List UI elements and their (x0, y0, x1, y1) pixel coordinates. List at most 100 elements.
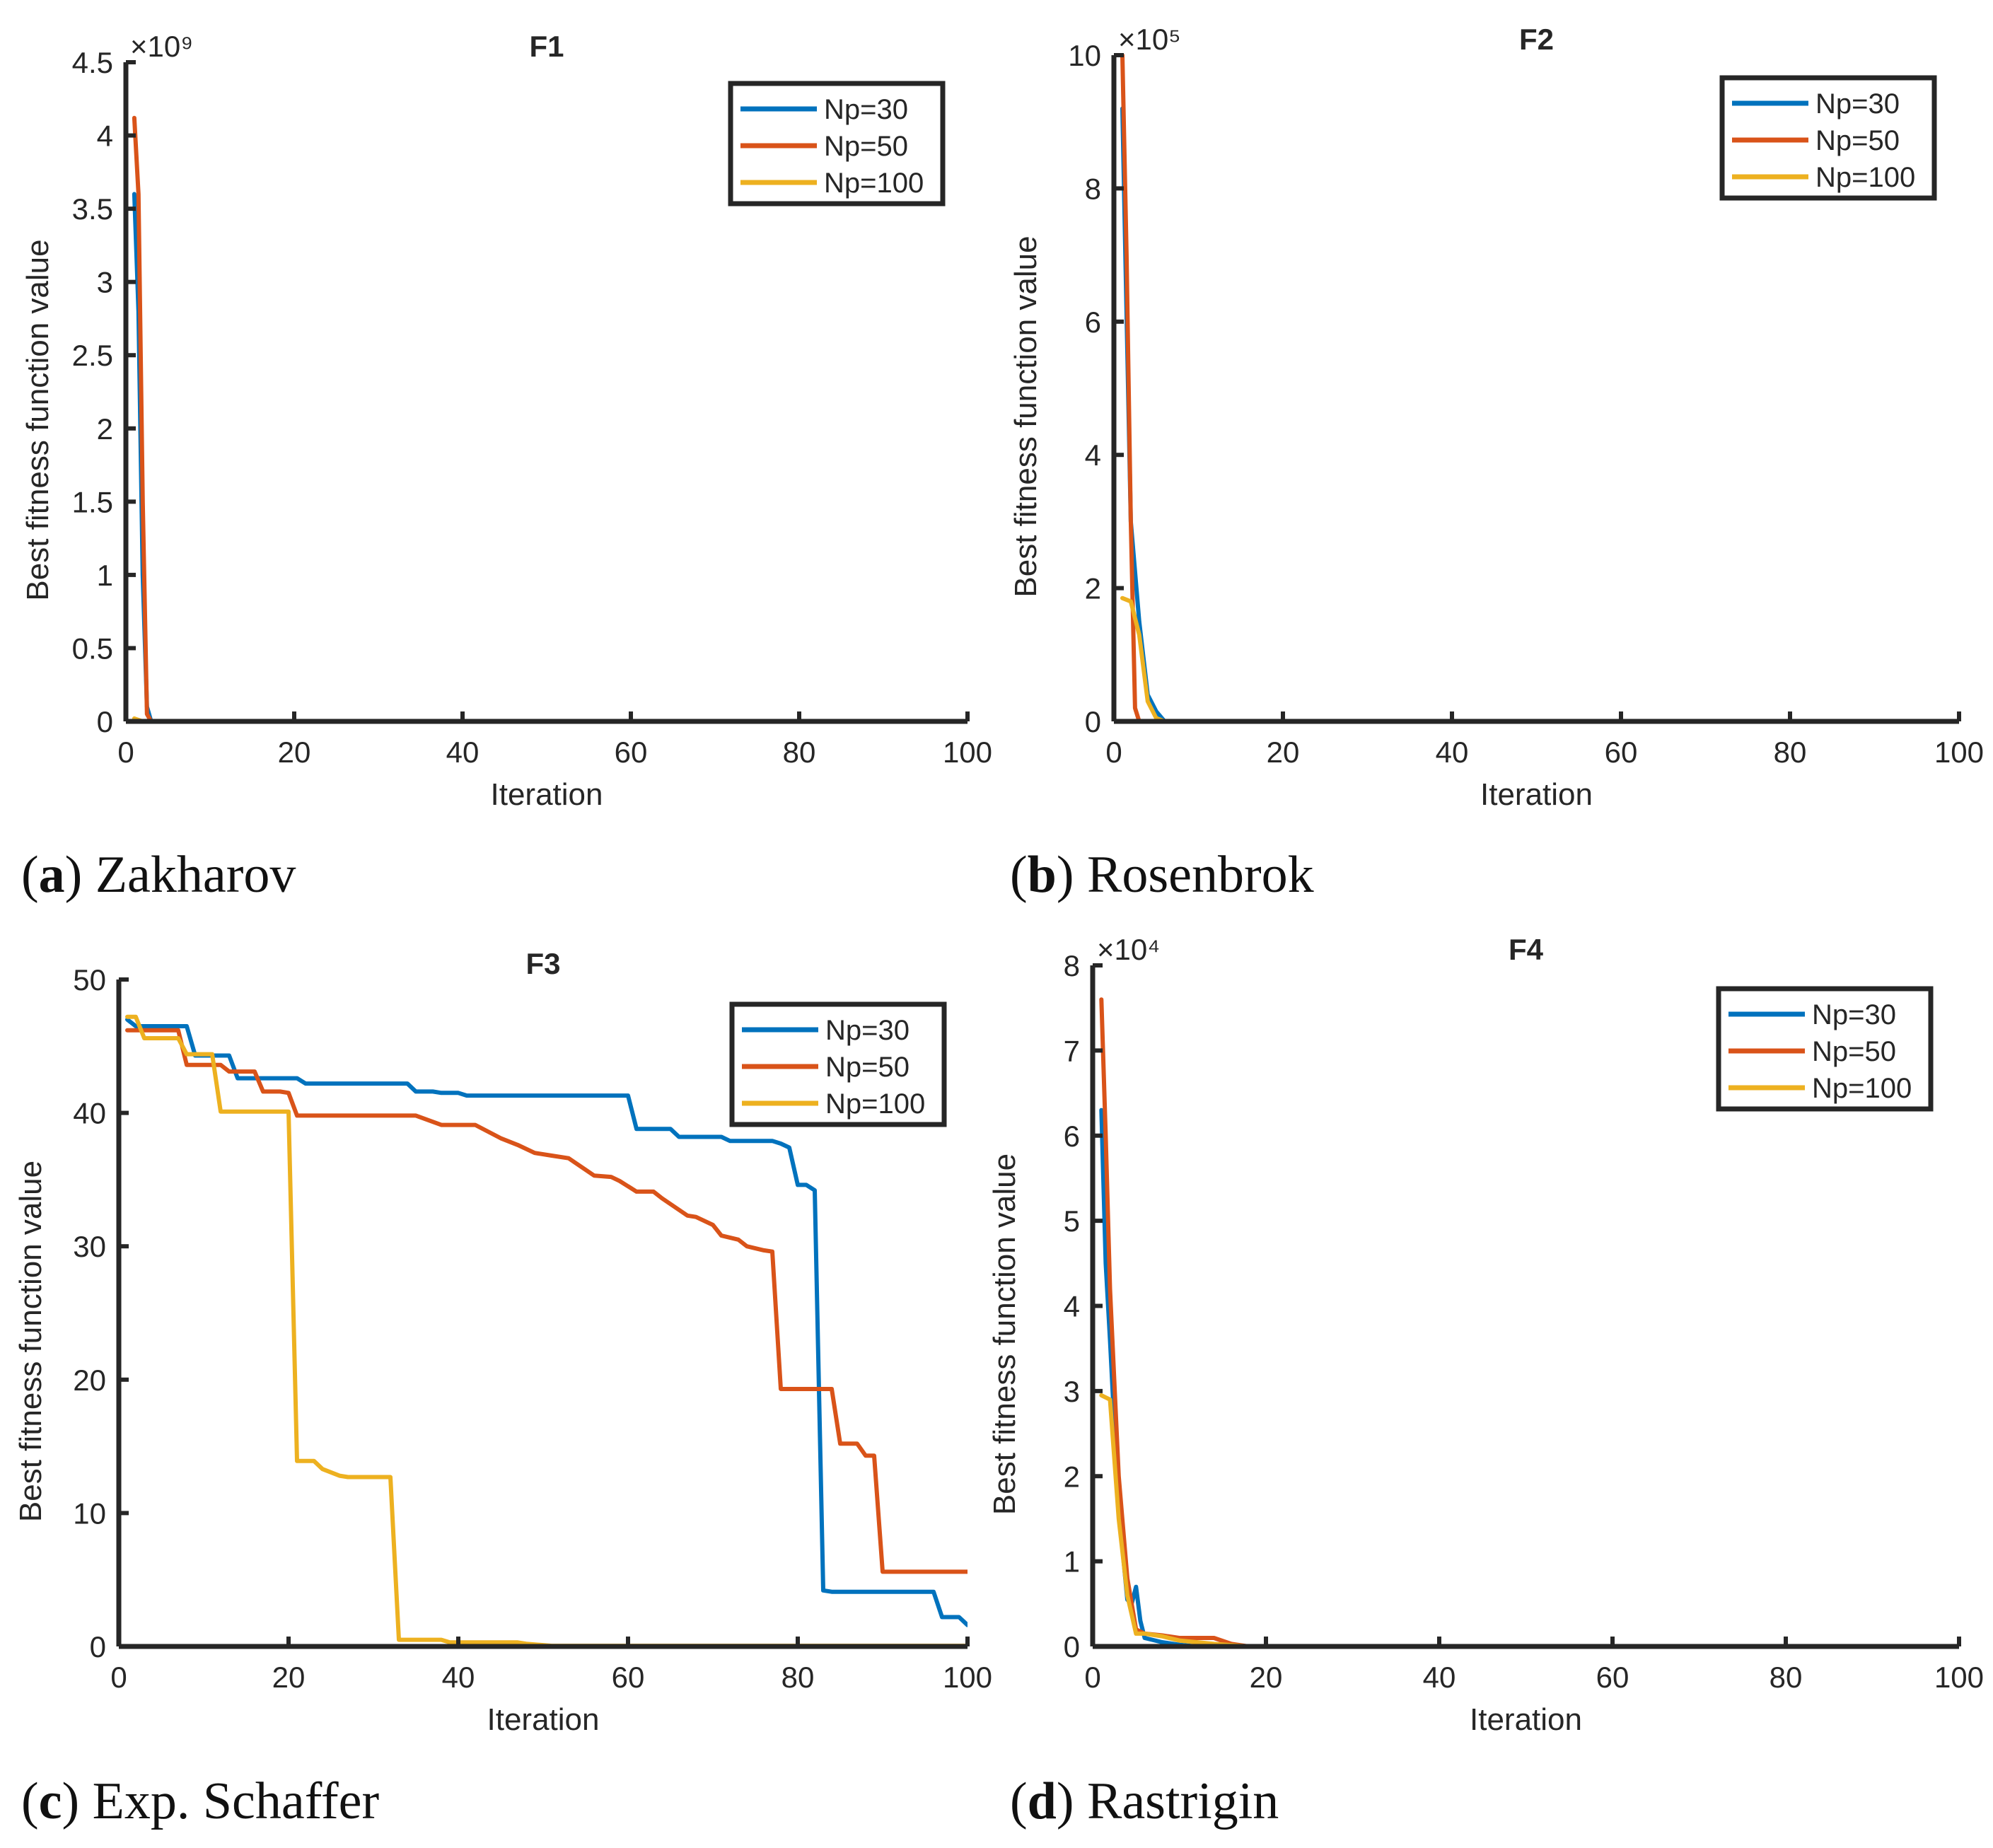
p1-legend-label-2: Np=50 (824, 131, 908, 162)
p4-ylabel: Best fitness function value (987, 1153, 1022, 1515)
p3-legend: Np=30 Np=50 Np=100 (729, 1001, 947, 1127)
p3-series-line-3 (125, 1014, 968, 1646)
p4-xtick-label: 0 (1084, 1661, 1100, 1694)
p3-xtick-label: 100 (943, 1661, 992, 1694)
p1-xtick-label: 100 (943, 736, 992, 769)
p4-xtick-label: 60 (1596, 1661, 1629, 1694)
p2-ylabel: Best fitness function value (1009, 236, 1043, 597)
p3-legend-label-3: Np=100 (825, 1088, 925, 1120)
p1-ylabel: Best fitness function value (21, 239, 55, 600)
p1-ytick-label: 2 (97, 412, 113, 446)
caption-b: (b) Rosenbrok (1010, 846, 1314, 904)
p2-xtick-label: 20 (1267, 736, 1300, 769)
p2-ytick-label: 10 (1068, 39, 1101, 72)
caption-c: (c) Exp. Schaffer (21, 1772, 380, 1830)
p2-ytick-label: 2 (1085, 572, 1101, 605)
p3-ytick-label: 20 (73, 1364, 106, 1397)
p4-series-line-1 (1099, 1108, 1959, 1646)
p1-xtick-label: 60 (615, 736, 648, 769)
p3-title: F3 (525, 947, 560, 980)
p2-xlabel: Iteration (1480, 777, 1593, 812)
p4-title: F4 (1509, 933, 1544, 966)
p1-legend: Np=30 Np=50 Np=100 (728, 81, 946, 207)
p3-ytick-label: 50 (73, 963, 106, 996)
p4-xtick-label: 80 (1770, 1661, 1803, 1694)
p1-ytick-label: 0 (97, 705, 113, 738)
p4-xtick-label: 40 (1423, 1661, 1456, 1694)
p1-ytick-label: 1 (97, 559, 113, 592)
p4-ytick-label: 3 (1064, 1375, 1080, 1408)
caption-d: (d) Rastrigin (1010, 1772, 1279, 1830)
p1-ytick-label: 1.5 (72, 485, 113, 518)
caption-a-letter: a (38, 846, 65, 904)
p2-series-group (1120, 53, 1959, 721)
p2-series-line-3 (1120, 595, 1959, 721)
p2-legend: Np=30 Np=50 Np=100 (1719, 75, 1937, 201)
p4-series-line-3 (1099, 1393, 1959, 1646)
p1-xtick-label: 80 (783, 736, 816, 769)
p3-ylabel: Best fitness function value (13, 1161, 48, 1522)
caption-c-letter: c (38, 1772, 62, 1830)
p2-xtick-label: 60 (1605, 736, 1638, 769)
p1-legend-label-3: Np=100 (824, 168, 924, 199)
p2-ytick-label: 6 (1085, 306, 1101, 339)
p4-xlabel: Iteration (1470, 1702, 1582, 1737)
p3-xtick-label: 60 (612, 1661, 645, 1694)
p3-xlabel: Iteration (487, 1702, 600, 1737)
p2-legend-label-2: Np=50 (1815, 125, 1900, 156)
p1-xtick-label: 20 (278, 736, 311, 769)
p3-legend-label-1: Np=30 (825, 1015, 910, 1046)
p4-chart: F4 0 20 40 60 80 100 0 1 2 3 4 5 6 7 8 ×10⁴ Iteration Best… (987, 933, 1984, 1737)
p1-xtick-label: 40 (446, 736, 480, 769)
p4-ytick-label: 4 (1064, 1290, 1080, 1323)
p4-legend-label-3: Np=100 (1812, 1073, 1912, 1104)
p2-exponent-label: ×10⁵ (1118, 23, 1181, 56)
p1-ytick-label: 2.5 (72, 339, 113, 372)
p3-series-group (125, 1014, 968, 1646)
p3-legend-label-2: Np=50 (825, 1052, 910, 1083)
p1-ytick-label: 3 (97, 266, 113, 299)
p3-ytick-label: 10 (73, 1497, 106, 1530)
p2-chart: F2 0 20 40 60 80 100 0 2 4 6 8 10 ×10⁵ Iteration Best f… (1009, 23, 1984, 812)
p3-xtick-label: 40 (442, 1661, 475, 1694)
p3-series-line-2 (125, 1028, 968, 1574)
p2-xtick-label: 0 (1105, 736, 1122, 769)
p1-legend-label-1: Np=30 (824, 94, 908, 125)
caption-a: (a) Zakharov (21, 846, 296, 904)
p2-xtick-label: 80 (1774, 736, 1807, 769)
caption-b-letter: b (1027, 846, 1057, 904)
p2-ytick-label: 4 (1085, 438, 1101, 472)
p1-series-group (132, 115, 968, 721)
p4-ytick-label: 8 (1064, 949, 1080, 982)
caption-b-text: Rosenbrok (1086, 846, 1314, 904)
p4-ytick-label: 1 (1064, 1545, 1080, 1579)
p2-legend-label-1: Np=30 (1815, 88, 1900, 120)
p3-chart: F3 0 20 40 60 80 100 0 10 20 30 40 50 Iteration Best f… (13, 947, 992, 1737)
p4-legend: Np=30 Np=50 Np=100 (1716, 986, 1934, 1112)
p4-xtick-label: 100 (1934, 1661, 1984, 1694)
p1-ytick-label: 0.5 (72, 632, 113, 665)
p3-series-line-1 (125, 1017, 968, 1627)
p1-series-line-1 (132, 192, 968, 721)
p1-exponent-label: ×10⁹ (130, 30, 193, 63)
p1-xlabel: Iteration (491, 777, 603, 812)
p2-title: F2 (1519, 23, 1554, 56)
caption-c-text: Exp. Schaffer (92, 1772, 380, 1830)
p1-title: F1 (529, 30, 564, 63)
p4-xtick-label: 20 (1250, 1661, 1283, 1694)
p4-ytick-label: 0 (1064, 1630, 1080, 1663)
p3-ytick-label: 30 (73, 1230, 106, 1263)
p3-ytick-label: 0 (90, 1630, 106, 1663)
p4-exponent-label: ×10⁴ (1097, 933, 1160, 966)
p1-series-line-2 (132, 115, 968, 721)
p1-ytick-label: 4 (97, 120, 113, 153)
p3-ytick-label: 40 (73, 1097, 106, 1130)
p1-xtick-label: 0 (117, 736, 134, 769)
p4-ytick-label: 2 (1064, 1460, 1080, 1493)
p2-ytick-label: 8 (1085, 172, 1101, 205)
p4-ytick-label: 5 (1064, 1204, 1080, 1238)
p4-ytick-label: 7 (1064, 1034, 1080, 1067)
p1-ytick-label: 3.5 (72, 192, 113, 226)
p1-chart: F1 0 20 40 60 80 100 0 0.5 1 1.5 2 2.5 3 3.5 4 4.5 ×10⁹ It… (21, 30, 992, 812)
